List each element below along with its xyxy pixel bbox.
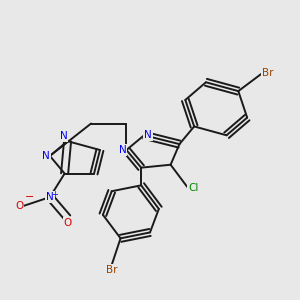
Text: O: O xyxy=(15,201,23,211)
Text: Cl: Cl xyxy=(188,183,199,193)
Text: Br: Br xyxy=(262,68,273,78)
Text: O: O xyxy=(63,218,72,228)
Text: N: N xyxy=(119,145,126,155)
Text: N: N xyxy=(42,151,50,161)
Text: N: N xyxy=(46,192,54,202)
Text: +: + xyxy=(51,190,58,199)
Text: Br: Br xyxy=(106,265,118,275)
Text: N: N xyxy=(60,131,68,141)
Text: N: N xyxy=(144,130,152,140)
Text: −: − xyxy=(25,192,34,202)
